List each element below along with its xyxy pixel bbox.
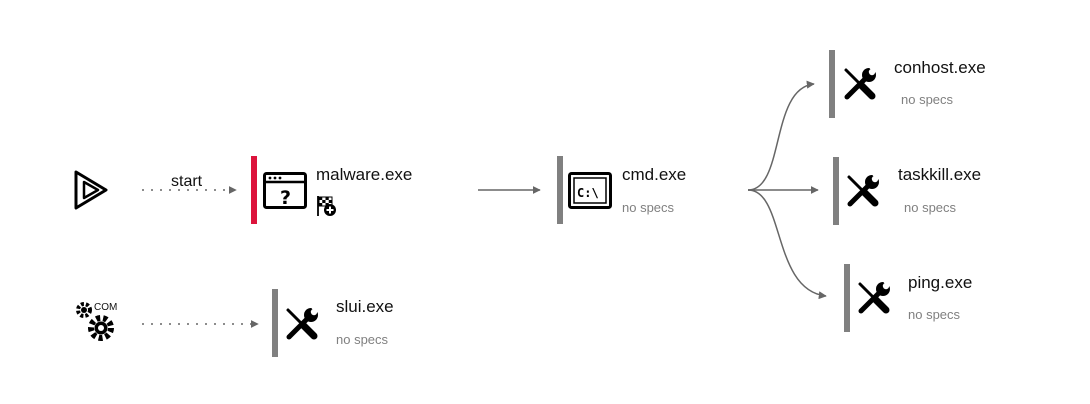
node-subtitle: no specs	[908, 307, 961, 322]
play-icon	[74, 170, 108, 210]
trigger-start	[74, 170, 108, 210]
node-subtitle: no specs	[622, 200, 675, 215]
node-bar	[844, 264, 850, 332]
trigger-com: COM	[76, 302, 117, 341]
node-cmd[interactable]: C:\ cmd.exe no specs	[557, 156, 686, 224]
node-subtitle: no specs	[904, 200, 957, 215]
node-title: cmd.exe	[622, 165, 686, 184]
svg-text:?: ?	[280, 187, 291, 209]
tools-icon	[860, 279, 891, 311]
checkered-flag-plus-icon	[317, 196, 336, 216]
node-title: conhost.exe	[894, 58, 986, 77]
node-subtitle: no specs	[336, 332, 389, 347]
node-title: taskkill.exe	[898, 165, 981, 184]
node-title: slui.exe	[336, 297, 394, 316]
tools-icon	[846, 65, 877, 97]
node-conhost[interactable]: conhost.exe no specs	[829, 50, 986, 118]
svg-text:C:\: C:\	[577, 186, 599, 200]
gears-icon	[76, 302, 114, 341]
tools-icon	[849, 172, 880, 204]
node-slui[interactable]: slui.exe no specs	[272, 289, 394, 357]
com-label: COM	[94, 302, 117, 313]
edge-label-start: start	[171, 173, 203, 190]
node-bar	[829, 50, 835, 118]
node-taskkill[interactable]: taskkill.exe no specs	[833, 157, 981, 225]
node-bar	[557, 156, 563, 224]
edge-cmd-to-conhost	[747, 80, 815, 191]
node-bar	[833, 157, 839, 225]
edges: start	[142, 80, 827, 328]
node-title: malware.exe	[316, 165, 412, 184]
node-subtitle: no specs	[901, 92, 954, 107]
terminal-icon: C:\	[568, 172, 612, 209]
window-question-icon: ?	[263, 172, 307, 209]
node-bar	[272, 289, 278, 357]
node-title: ping.exe	[908, 273, 972, 292]
edge-cmd-to-ping	[747, 189, 827, 300]
node-malware[interactable]: ? malware.exe	[251, 156, 412, 224]
node-bar	[251, 156, 257, 224]
tools-icon	[288, 305, 319, 337]
node-ping[interactable]: ping.exe no specs	[844, 264, 972, 332]
